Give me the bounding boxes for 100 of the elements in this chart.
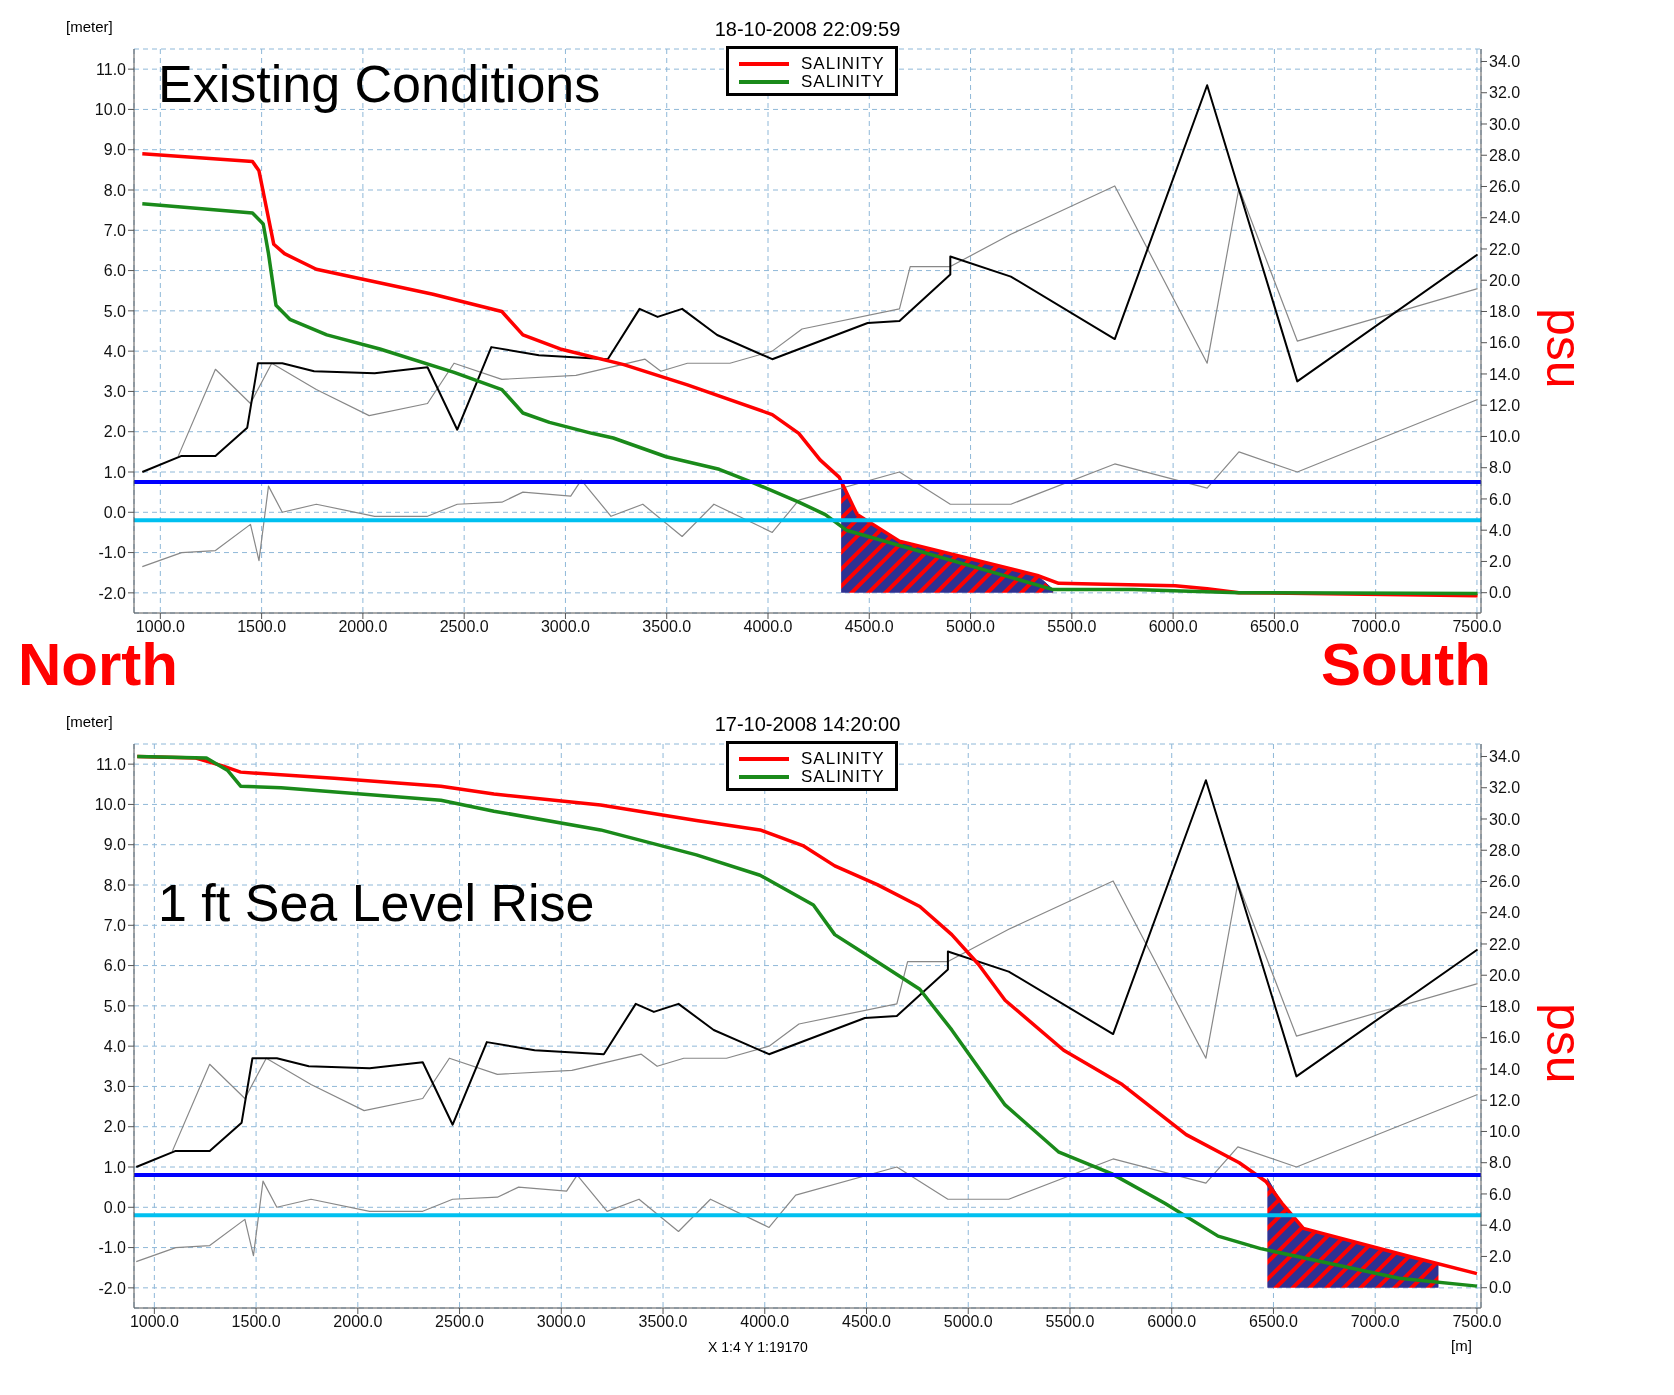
x-tick-label: 5500.0	[1045, 1313, 1095, 1331]
y-tick-label: 11.0	[96, 60, 127, 78]
x-tick-label: 3500.0	[642, 618, 692, 636]
legend-label: SALINITY	[801, 749, 885, 768]
x-tick-label: 2500.0	[439, 618, 489, 636]
y-tick-label: 5.0	[103, 997, 127, 1015]
y2-tick-label: 12.0	[1489, 396, 1521, 414]
y-tick-label: 5.0	[103, 302, 127, 320]
y2-tick-label: 0.0	[1489, 1279, 1512, 1297]
line-series	[177, 185, 1479, 457]
y2-axis-title: psu	[1535, 1003, 1593, 1084]
x-tick-label: 1000.0	[129, 1313, 179, 1331]
line-series	[135, 1093, 1479, 1263]
x-tick-label: 3000.0	[540, 618, 591, 636]
y2-tick-label: 30.0	[1489, 115, 1521, 133]
y-tick-label: 10.0	[94, 101, 127, 119]
y2-tick-label: 14.0	[1489, 365, 1521, 383]
y2-tick-label: 16.0	[1489, 1029, 1521, 1047]
y-tick-label: 0.0	[103, 503, 127, 521]
x-tick-label: 7000.0	[1350, 1313, 1400, 1331]
y2-tick-label: 28.0	[1489, 146, 1521, 164]
y2-tick-label: 28.0	[1489, 841, 1521, 859]
y2-tick-label: 12.0	[1489, 1091, 1521, 1109]
x-axis-title: [m]	[1451, 1337, 1472, 1354]
y-tick-label: 6.0	[103, 957, 127, 975]
y2-tick-label: 26.0	[1489, 873, 1521, 891]
legend-label: SALINITY	[801, 54, 885, 73]
x-tick-label: 3500.0	[638, 1313, 688, 1331]
x-tick-label: 5500.0	[1047, 618, 1097, 636]
y-tick-label: 11.0	[96, 755, 127, 773]
y-tick-label: 1.0	[103, 1158, 127, 1176]
x-tick-label: 4500.0	[844, 618, 894, 636]
y-tick-label: 7.0	[103, 916, 127, 934]
y2-tick-label: 2.0	[1489, 553, 1512, 571]
y-tick-label: 3.0	[103, 383, 127, 401]
x-tick-label: 6000.0	[1147, 1313, 1197, 1331]
y2-tick-label: 8.0	[1489, 1154, 1512, 1172]
y2-tick-label: 20.0	[1489, 271, 1521, 289]
y2-tick-label: 10.0	[1489, 1123, 1521, 1141]
y2-tick-label: 2.0	[1489, 1248, 1512, 1266]
x-tick-label: 1500.0	[237, 618, 287, 636]
y2-tick-label: 0.0	[1489, 584, 1512, 602]
y-axis-title: [meter]	[66, 713, 113, 730]
y2-tick-label: 4.0	[1489, 1216, 1512, 1234]
y-tick-label: 0.0	[103, 1198, 127, 1216]
y2-tick-label: 18.0	[1489, 998, 1521, 1016]
y2-tick-label: 18.0	[1489, 303, 1521, 321]
x-tick-label: 6500.0	[1249, 618, 1299, 636]
y-tick-label: -1.0	[98, 544, 127, 562]
y-tick-label: 1.0	[103, 463, 127, 481]
line-series	[141, 398, 1479, 568]
y2-tick-label: 22.0	[1489, 240, 1521, 258]
y-tick-label: 7.0	[103, 221, 127, 239]
x-tick-label: 2500.0	[435, 1313, 485, 1331]
x-tick-label: 6000.0	[1148, 618, 1198, 636]
y-tick-label: 2.0	[103, 1118, 127, 1136]
legend-label: SALINITY	[801, 72, 885, 91]
annotation: 1 ft Sea Level Rise	[158, 873, 595, 933]
legend-label: SALINITY	[801, 767, 885, 786]
x-tick-label: 2000.0	[338, 618, 388, 636]
x-tick-label: 4000.0	[740, 1313, 790, 1331]
y2-tick-label: 8.0	[1489, 459, 1512, 477]
y2-tick-label: 32.0	[1489, 779, 1521, 797]
y-tick-label: 9.0	[103, 141, 127, 159]
y2-tick-label: 6.0	[1489, 1185, 1512, 1203]
y2-tick-label: 32.0	[1489, 84, 1521, 102]
y-tick-label: 10.0	[94, 796, 127, 814]
y2-tick-label: 4.0	[1489, 521, 1512, 539]
y2-tick-label: 6.0	[1489, 490, 1512, 508]
x-tick-label: 4500.0	[842, 1313, 892, 1331]
y-tick-label: 2.0	[103, 423, 127, 441]
y-tick-label: -2.0	[98, 584, 127, 602]
x-tick-label: 3000.0	[536, 1313, 586, 1331]
y2-tick-label: 26.0	[1489, 178, 1521, 196]
y2-tick-label: 34.0	[1489, 53, 1521, 71]
y2-axis-title: psu	[1535, 308, 1593, 389]
chart-title: 18-10-2008 22:09:59	[714, 18, 901, 40]
y2-tick-label: 10.0	[1489, 428, 1521, 446]
text: X 1:4 Y 1:19170	[708, 1339, 808, 1355]
x-tick-label: 4000.0	[743, 618, 793, 636]
x-tick-label: 2000.0	[333, 1313, 383, 1331]
y-axis-title: [meter]	[66, 18, 113, 35]
x-tick-label: 5000.0	[943, 1313, 993, 1331]
y-tick-label: -2.0	[98, 1279, 127, 1297]
x-tick-label: 7500.0	[1452, 1313, 1502, 1331]
x-tick-label: 6500.0	[1248, 1313, 1299, 1331]
x-tick-label: 1500.0	[231, 1313, 281, 1331]
y-tick-label: 3.0	[103, 1078, 127, 1096]
annotation: Existing Conditions	[158, 54, 601, 114]
y-tick-label: 8.0	[103, 876, 127, 894]
y-tick-label: 6.0	[103, 262, 127, 280]
y2-tick-label: 34.0	[1489, 748, 1521, 766]
y2-tick-label: 24.0	[1489, 904, 1521, 922]
y2-tick-label: 20.0	[1489, 966, 1521, 984]
y2-tick-label: 14.0	[1489, 1060, 1521, 1078]
x-tick-label: 5000.0	[946, 618, 996, 636]
y2-tick-label: 24.0	[1489, 209, 1521, 227]
y2-tick-label: 16.0	[1489, 334, 1521, 352]
y-tick-label: 9.0	[103, 836, 127, 854]
y-tick-label: 4.0	[103, 1037, 127, 1055]
